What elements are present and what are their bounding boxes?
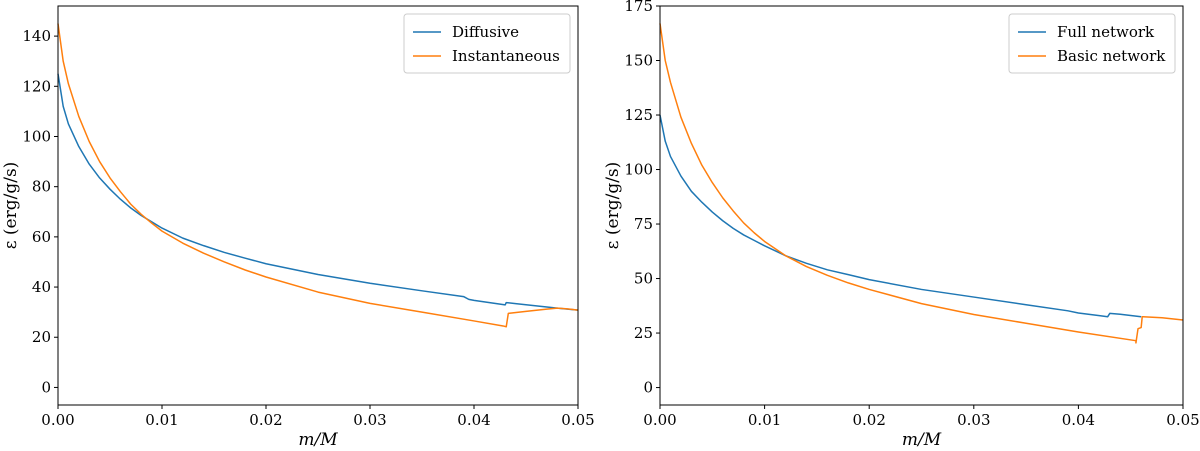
x-tick-label: 0.01	[145, 411, 178, 429]
legend: Diffusive Instantaneous	[403, 13, 571, 74]
legend-label: Full network	[1057, 23, 1155, 41]
y-tick-label: 20	[32, 328, 51, 346]
y-tick-label: 120	[22, 77, 51, 95]
legend-box	[1008, 13, 1176, 74]
y-tick-label: 60	[32, 228, 51, 246]
x-tick-label: 0.02	[249, 411, 282, 429]
legend-label: Diffusive	[452, 23, 519, 41]
x-tick-label: 0.03	[957, 411, 990, 429]
y-axis-label: ε (erg/g/s)	[603, 162, 623, 250]
x-tick-label: 0.01	[748, 411, 781, 429]
legend-label: Basic network	[1057, 47, 1166, 65]
x-tick-label: 0.00	[41, 411, 74, 429]
x-tick-label: 0.05	[561, 411, 594, 429]
y-tick-label: 100	[22, 127, 51, 145]
y-tick-label: 175	[624, 0, 653, 15]
x-tick-label: 0.04	[1062, 411, 1095, 429]
series-line-1	[659, 114, 1142, 318]
series-line-2	[57, 23, 579, 328]
y-tick-label: 25	[634, 324, 653, 342]
plot-frame	[57, 5, 579, 406]
legend: Full network Basic network	[1008, 13, 1176, 74]
y-tick-label: 40	[32, 278, 51, 296]
y-axis-label: ε (erg/g/s)	[1, 162, 21, 250]
y-tick-label: 0	[643, 379, 653, 397]
chart-panel-1: 0.00 0.01 0.02 0.03 0.04 0.05 0 20 40 60 80 100 120 1…	[1, 5, 595, 450]
series-line-2	[659, 23, 1184, 344]
x-tick-label: 0.04	[457, 411, 490, 429]
x-tick-label: 0.03	[353, 411, 386, 429]
x-tick-label: 0.02	[852, 411, 885, 429]
y-tick-label: 80	[32, 178, 51, 196]
chart-panel-2: 0.00 0.01 0.02 0.03 0.04 0.05 0 25 50 75 100 125 150…	[603, 0, 1200, 450]
y-tick-label: 75	[634, 215, 653, 233]
y-tick-label: 50	[634, 270, 653, 288]
y-tick-label: 140	[22, 27, 51, 45]
y-tick-label: 0	[41, 378, 51, 396]
legend-box	[403, 13, 571, 74]
x-axis-label: m/M	[902, 430, 942, 450]
plot-frame	[659, 5, 1184, 406]
x-axis-label: m/M	[298, 430, 338, 450]
y-tick-label: 100	[624, 161, 653, 179]
y-tick-label: 125	[624, 106, 653, 124]
y-tick-label: 150	[624, 52, 653, 70]
x-tick-label: 0.00	[643, 411, 676, 429]
legend-label: Instantaneous	[452, 47, 560, 65]
x-tick-label: 0.05	[1166, 411, 1199, 429]
series-line-1	[57, 73, 579, 311]
